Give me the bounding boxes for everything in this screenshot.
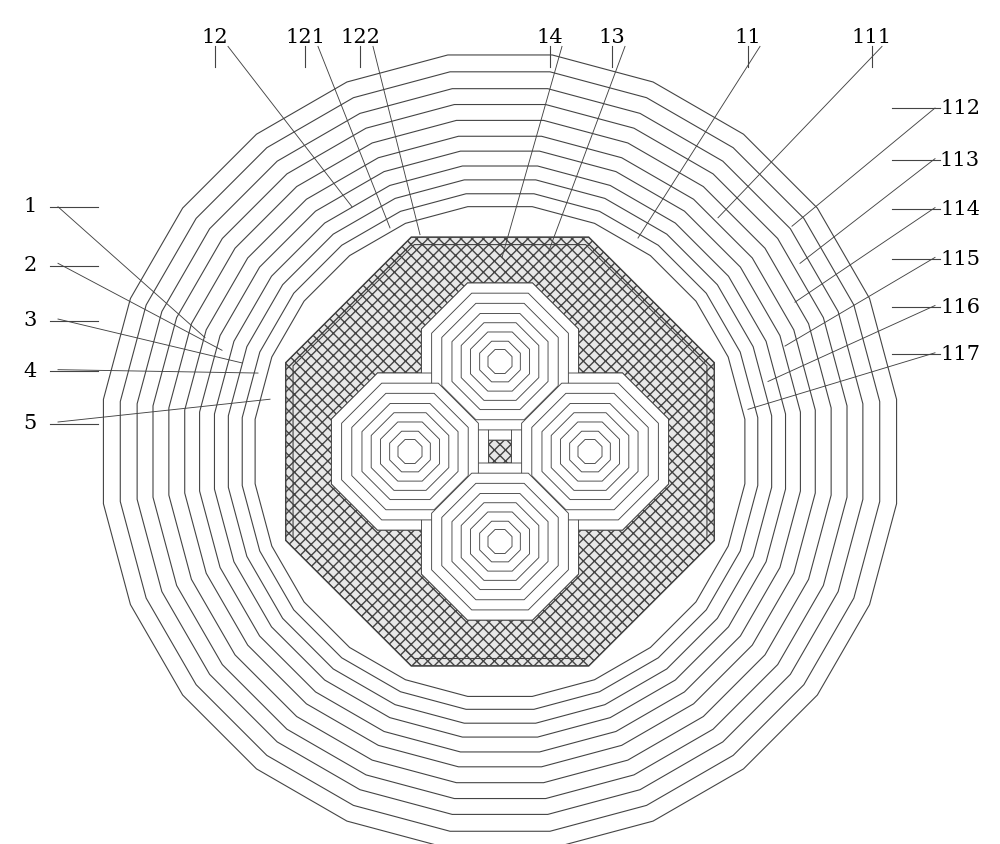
Polygon shape	[362, 403, 458, 500]
Text: 122: 122	[340, 28, 380, 46]
Text: 114: 114	[940, 200, 980, 219]
Polygon shape	[242, 194, 758, 709]
Polygon shape	[342, 383, 478, 520]
Text: 117: 117	[940, 345, 980, 364]
Text: 4: 4	[23, 362, 37, 381]
Text: 2: 2	[23, 257, 37, 275]
Text: 113: 113	[940, 151, 980, 170]
Polygon shape	[452, 313, 548, 409]
Text: 116: 116	[940, 298, 980, 316]
Polygon shape	[103, 55, 897, 844]
Polygon shape	[470, 512, 530, 571]
Polygon shape	[255, 207, 745, 696]
Polygon shape	[137, 89, 863, 814]
Polygon shape	[185, 136, 815, 767]
Text: 111: 111	[852, 28, 892, 46]
Polygon shape	[286, 237, 714, 666]
Polygon shape	[228, 180, 772, 723]
Polygon shape	[398, 440, 422, 463]
Text: 14: 14	[537, 28, 563, 46]
Polygon shape	[421, 463, 579, 620]
Text: 13: 13	[599, 28, 625, 46]
Polygon shape	[578, 440, 602, 463]
Polygon shape	[488, 349, 512, 374]
Polygon shape	[331, 373, 489, 530]
Text: 12: 12	[202, 28, 228, 46]
Polygon shape	[442, 303, 558, 419]
Polygon shape	[380, 422, 440, 481]
Polygon shape	[352, 393, 468, 510]
Polygon shape	[421, 283, 579, 440]
Text: 5: 5	[23, 414, 37, 433]
Text: 121: 121	[285, 28, 325, 46]
Polygon shape	[542, 403, 638, 500]
Polygon shape	[200, 151, 800, 752]
Text: 11: 11	[735, 28, 761, 46]
Polygon shape	[560, 422, 620, 481]
Polygon shape	[169, 121, 831, 782]
Polygon shape	[331, 373, 489, 530]
Text: 3: 3	[23, 311, 37, 330]
Text: 1: 1	[23, 197, 37, 216]
Text: 115: 115	[940, 250, 980, 268]
Polygon shape	[461, 503, 539, 581]
Polygon shape	[432, 293, 568, 430]
Polygon shape	[488, 529, 512, 554]
Polygon shape	[432, 473, 568, 610]
Polygon shape	[551, 413, 629, 490]
Polygon shape	[511, 373, 669, 530]
Polygon shape	[452, 494, 548, 590]
Polygon shape	[532, 393, 648, 510]
Polygon shape	[442, 484, 558, 600]
Polygon shape	[480, 522, 520, 562]
Polygon shape	[480, 341, 520, 381]
Polygon shape	[120, 72, 880, 831]
Polygon shape	[390, 431, 430, 472]
Polygon shape	[214, 166, 786, 737]
Polygon shape	[153, 105, 847, 798]
Polygon shape	[570, 431, 610, 472]
Polygon shape	[470, 332, 530, 391]
Polygon shape	[511, 373, 669, 530]
Polygon shape	[522, 383, 658, 520]
Polygon shape	[421, 283, 579, 440]
Polygon shape	[461, 322, 539, 400]
Polygon shape	[371, 413, 449, 490]
Text: 112: 112	[940, 99, 980, 117]
Polygon shape	[421, 463, 579, 620]
